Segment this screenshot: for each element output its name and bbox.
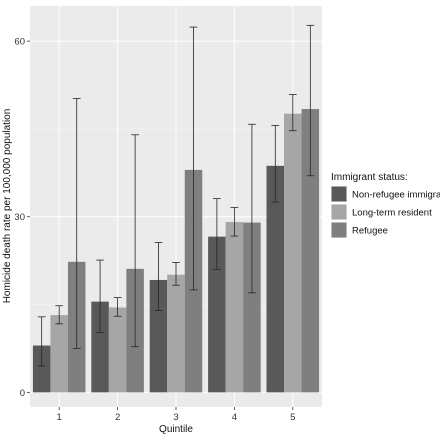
bar xyxy=(266,165,285,393)
x-axis: 1 2 3 4 5 xyxy=(57,407,295,423)
bar xyxy=(208,236,226,393)
legend-label: Non-refugee immigrant xyxy=(352,190,440,201)
bar xyxy=(167,274,185,393)
bar xyxy=(32,345,51,393)
legend-label: Refugee xyxy=(352,226,388,237)
legend-label: Long-term resident xyxy=(352,208,432,219)
bar xyxy=(225,222,244,393)
bar xyxy=(50,315,68,393)
y-tick-label: 60 xyxy=(14,37,25,48)
legend-swatch xyxy=(331,204,347,220)
x-tick-label: 5 xyxy=(290,412,295,423)
legend-swatch xyxy=(331,222,347,238)
bar xyxy=(108,307,127,393)
legend: Immigrant status: Non-refugee immigrant L… xyxy=(331,172,440,238)
legend-title: Immigrant status: xyxy=(331,172,408,183)
bar xyxy=(301,109,320,393)
error-bars xyxy=(37,24,315,367)
bar xyxy=(91,301,109,393)
y-axis: 0 30 60 xyxy=(14,37,30,399)
bars xyxy=(32,109,320,393)
legend-swatch xyxy=(331,186,347,202)
x-tick-label: 3 xyxy=(173,412,178,423)
bar xyxy=(149,279,168,393)
y-axis-title: Homicide death rate per 100,000 populati… xyxy=(2,109,13,304)
y-tick-label: 30 xyxy=(14,212,25,223)
x-tick-label: 1 xyxy=(57,412,62,423)
bar xyxy=(284,113,302,393)
x-tick-label: 2 xyxy=(115,412,120,423)
y-tick-label: 0 xyxy=(20,388,25,399)
x-axis-title: Quintile xyxy=(159,424,193,435)
bar xyxy=(243,222,261,393)
x-tick-label: 4 xyxy=(232,412,237,423)
